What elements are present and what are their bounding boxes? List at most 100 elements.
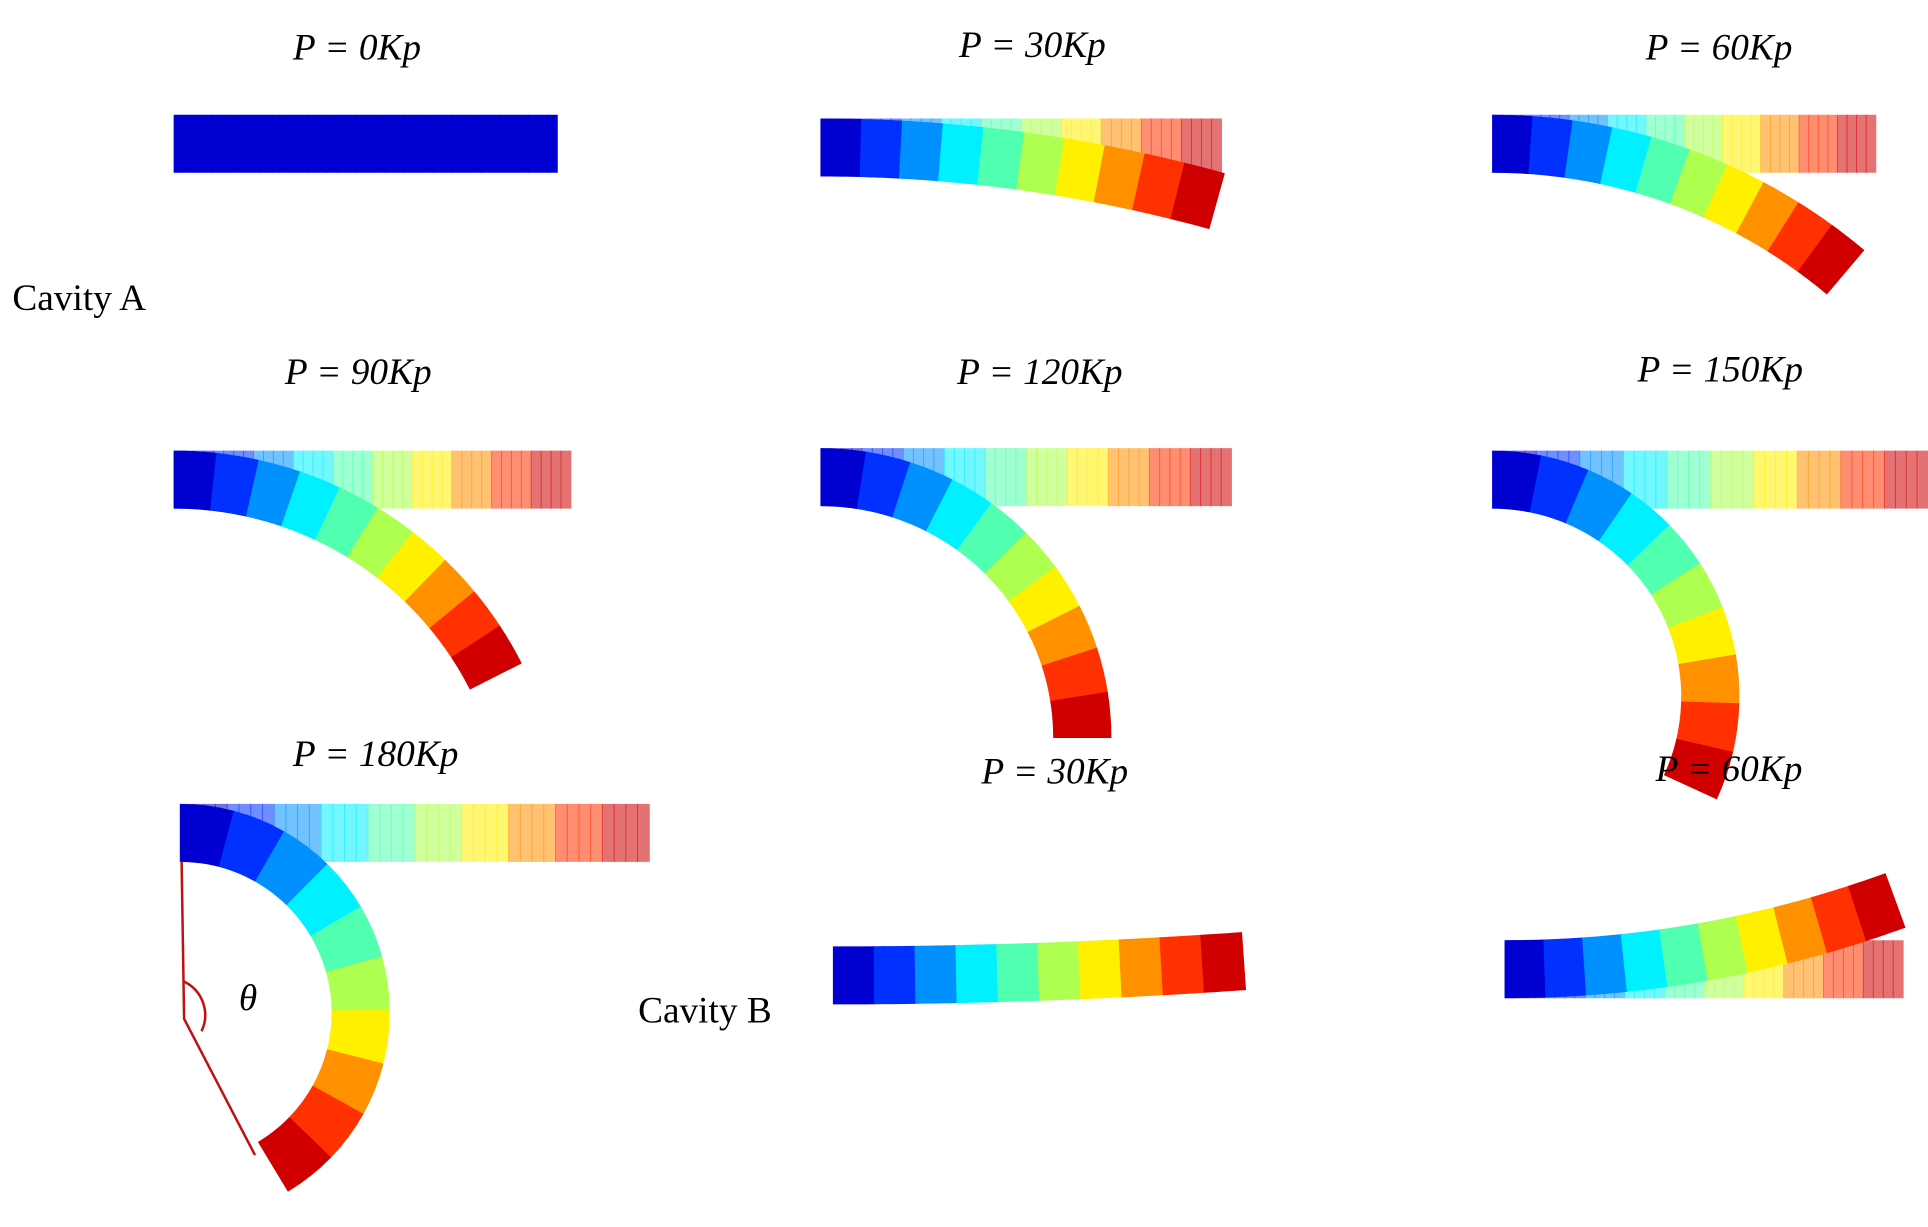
beam-segment	[1883, 450, 1896, 509]
beam-segment	[1873, 450, 1885, 509]
beam-segment	[1882, 940, 1894, 999]
beam-segment	[489, 114, 501, 173]
beam-segment	[530, 450, 542, 509]
beam-segment	[421, 450, 433, 509]
beam-segment	[520, 450, 532, 509]
beam-segment	[547, 114, 558, 173]
beam-segment	[613, 803, 627, 862]
beam-segment	[1677, 450, 1690, 509]
beam-segment	[1731, 450, 1744, 509]
beam-segment	[240, 114, 252, 173]
beam-segment	[1851, 450, 1864, 509]
beam-segment	[1514, 940, 1526, 999]
beam-segment	[1796, 450, 1809, 509]
beam-segment	[853, 946, 865, 1005]
beam-segment	[1798, 114, 1810, 173]
beam-segment	[566, 803, 580, 862]
beam-segment	[481, 450, 493, 509]
beam-segment	[894, 945, 907, 1005]
beam-segment	[1052, 725, 1112, 739]
beam-segment	[508, 114, 520, 173]
beam-segment	[1230, 932, 1247, 991]
panel-label: P = 60Kp	[1645, 28, 1793, 69]
beam-segment	[259, 114, 271, 173]
angle-symbol: θ	[239, 978, 257, 1019]
beam-segment	[1688, 450, 1700, 509]
beam-segment	[288, 114, 300, 173]
beam-segment	[1663, 765, 1723, 800]
beam-segment	[461, 450, 473, 509]
beam-segment	[1015, 448, 1027, 507]
beam-segment	[935, 945, 948, 1004]
beam-segment	[1666, 450, 1679, 509]
beam-segment	[1118, 448, 1130, 507]
beam-segment	[403, 114, 415, 173]
beam-segment	[955, 944, 968, 1004]
beam-segment	[401, 450, 413, 509]
beam-segment	[1862, 940, 1874, 999]
beam-segment	[1760, 114, 1771, 173]
beam-segment	[550, 450, 562, 509]
beam-segment	[449, 803, 463, 862]
beam-segment	[384, 114, 395, 173]
beam-segment	[1807, 450, 1820, 509]
beam	[820, 448, 1232, 739]
beams	[173, 114, 1928, 1192]
beam-segment	[381, 450, 393, 509]
beam-segment	[471, 450, 483, 509]
beam-segment	[317, 114, 328, 173]
panel-label: P = 180Kp	[292, 734, 458, 775]
beam-segment	[1077, 448, 1089, 507]
angle-marker: θ	[180, 861, 257, 1156]
beam-segment	[426, 803, 439, 862]
beam-segment	[441, 450, 453, 509]
beam-segment	[1842, 940, 1854, 999]
beam-segment	[472, 803, 486, 862]
beam-segment	[1892, 940, 1904, 999]
panel-label: P = 90Kp	[284, 352, 432, 393]
beam-segment	[945, 945, 958, 1004]
beam-segment	[1159, 448, 1171, 507]
beam-segment	[578, 803, 592, 862]
beam-segment	[1742, 450, 1755, 509]
beam-segment	[480, 114, 491, 173]
beam-segment	[1655, 450, 1668, 509]
beam-segment	[1107, 448, 1120, 507]
beam-segment	[510, 450, 522, 509]
beam	[1504, 873, 1906, 999]
beam-segment	[1775, 450, 1788, 509]
beam-segment	[461, 803, 474, 862]
beam-segment	[531, 803, 545, 862]
beam-segment	[1128, 448, 1140, 507]
beam-segment	[1827, 114, 1838, 173]
beam-segment	[211, 114, 223, 173]
beam-segment	[1862, 450, 1875, 509]
beam-segment	[914, 945, 927, 1004]
beam-segment	[1750, 114, 1762, 173]
beam-segment	[1846, 114, 1858, 173]
beam-segment	[501, 450, 512, 509]
beam-segment	[362, 450, 374, 509]
beam-segment	[1786, 450, 1798, 509]
beam-segment	[346, 114, 357, 173]
beam-segment	[343, 803, 357, 862]
beam-segment	[1829, 450, 1842, 509]
beam-segment	[1741, 114, 1752, 173]
beam-segment	[984, 448, 996, 507]
beam-segment	[1872, 940, 1884, 999]
beam-segment	[422, 114, 434, 173]
beam-segment	[1819, 243, 1865, 295]
beam-segment	[491, 450, 502, 509]
beam-segment	[372, 450, 383, 509]
beam-segment	[1097, 448, 1109, 507]
beam-segment	[1200, 448, 1212, 507]
beam-segment	[1779, 114, 1791, 173]
panel-label: P = 150Kp	[1637, 350, 1803, 391]
beam-segment	[1808, 114, 1819, 173]
beam-segment	[637, 803, 650, 862]
beam-segment	[1035, 448, 1048, 507]
beam-segment	[183, 114, 194, 173]
beam-segment	[355, 114, 367, 173]
beam	[173, 114, 558, 173]
